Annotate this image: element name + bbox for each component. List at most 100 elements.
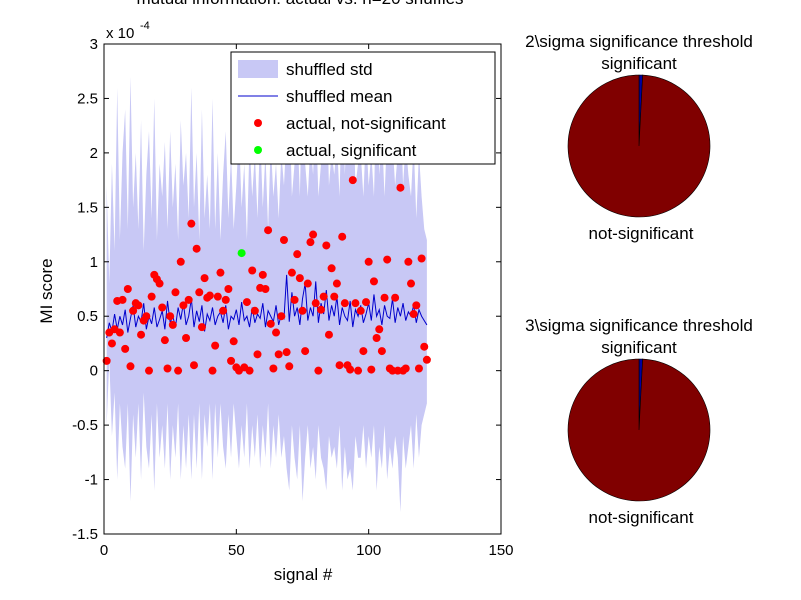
pie-chart-3sigma: 3\sigma significance threshold significa… — [525, 316, 753, 527]
point-not-significant — [287, 268, 296, 277]
point-not-significant — [216, 268, 225, 277]
point-not-significant — [322, 241, 331, 250]
point-not-significant — [126, 362, 135, 371]
point-not-significant — [372, 334, 381, 342]
point-not-significant — [317, 305, 326, 314]
point-not-significant — [396, 183, 405, 192]
point-not-significant — [264, 226, 273, 235]
x-tick-label: 100 — [356, 542, 381, 559]
point-not-significant — [163, 364, 172, 373]
point-not-significant — [356, 306, 365, 315]
legend-label-mean: shuffled mean — [286, 87, 392, 106]
x-tick-label: 0 — [100, 542, 108, 559]
point-not-significant — [420, 342, 429, 351]
point-not-significant — [166, 312, 175, 321]
legend-label-significant: actual, significant — [286, 141, 417, 160]
y-tick-label: 0 — [90, 363, 98, 380]
plot-frame — [103, 43, 502, 535]
main-chart-title: mutual information: actual vs. n=20 shuf… — [136, 0, 463, 8]
y-tick-label: 2 — [90, 145, 98, 162]
point-not-significant — [115, 328, 124, 337]
point-not-significant — [377, 347, 386, 356]
point-not-significant — [242, 298, 251, 307]
point-not-significant — [129, 306, 138, 315]
legend-swatch-not-significant — [254, 119, 262, 127]
point-not-significant — [364, 257, 373, 266]
point-not-significant — [324, 330, 333, 339]
point-not-significant — [200, 274, 209, 283]
pie-slice-not-significant — [567, 74, 711, 218]
y-exponent-power: -4 — [140, 20, 150, 32]
y-tick-label: -1 — [85, 472, 98, 489]
point-not-significant — [282, 348, 291, 357]
point-not-significant — [375, 325, 384, 334]
y-tick-label: 2.5 — [77, 90, 98, 107]
point-not-significant — [404, 257, 413, 266]
point-not-significant — [311, 299, 320, 308]
point-not-significant — [346, 365, 355, 374]
pie2-title: 3\sigma significance threshold — [525, 316, 753, 335]
point-not-significant — [182, 334, 191, 342]
point-not-significant — [253, 350, 262, 359]
point-not-significant — [351, 299, 360, 308]
point-not-significant — [332, 279, 341, 288]
point-not-significant — [174, 366, 183, 375]
point-not-significant — [168, 320, 177, 329]
point-not-significant — [412, 301, 421, 310]
pie-slice-not-significant — [567, 358, 711, 502]
x-tick-label: 50 — [228, 542, 245, 559]
point-not-significant — [102, 356, 111, 365]
x-tick-label: 150 — [488, 542, 513, 559]
point-not-significant — [274, 350, 283, 359]
y-axis-label: MI score — [37, 258, 56, 323]
point-not-significant — [359, 347, 368, 356]
point-not-significant — [208, 366, 217, 375]
y-axis-ticks: -1.5 -1 -0.5 0 0.5 1 1.5 2 2.5 3 — [72, 36, 501, 543]
point-not-significant — [187, 219, 196, 228]
pie1-label-significant: significant — [601, 54, 677, 73]
point-not-significant — [213, 292, 222, 301]
point-not-significant — [380, 293, 389, 302]
point-not-significant — [319, 292, 328, 301]
point-not-significant — [367, 365, 376, 374]
point-not-significant — [144, 366, 153, 375]
point-not-significant — [184, 295, 193, 304]
pie1-title: 2\sigma significance threshold — [525, 32, 753, 51]
point-not-significant — [227, 356, 236, 365]
point-not-significant — [348, 176, 357, 185]
point-not-significant — [314, 366, 323, 375]
y-tick-label: -0.5 — [72, 417, 98, 434]
point-not-significant — [137, 330, 146, 339]
significant-points — [237, 249, 246, 258]
point-not-significant — [414, 364, 423, 373]
point-not-significant — [327, 264, 336, 273]
legend-label-not-significant: actual, not-significant — [286, 114, 446, 133]
point-not-significant — [293, 250, 302, 259]
point-not-significant — [250, 306, 259, 315]
legend: shuffled std shuffled mean actual, not-s… — [230, 51, 496, 165]
point-not-significant — [340, 299, 349, 308]
point-not-significant — [195, 288, 204, 297]
point-not-significant — [245, 366, 254, 375]
point-not-significant — [261, 285, 270, 293]
y-tick-label: 0.5 — [77, 308, 98, 325]
point-not-significant — [417, 254, 426, 263]
point-not-significant — [422, 355, 431, 364]
legend-swatch-std — [238, 60, 278, 78]
point-not-significant — [269, 364, 278, 373]
point-not-significant — [192, 244, 201, 253]
point-not-significant — [266, 319, 275, 328]
pie1-label-not-significant: not-significant — [589, 224, 694, 243]
point-not-significant — [362, 298, 371, 307]
point-not-significant — [211, 341, 220, 350]
point-not-significant — [171, 288, 180, 297]
point-not-significant — [219, 306, 228, 315]
point-not-significant — [107, 339, 116, 348]
point-not-significant — [290, 295, 299, 304]
point-not-significant — [248, 266, 257, 275]
point-not-significant — [229, 337, 238, 346]
point-not-significant — [285, 362, 294, 371]
legend-label-std: shuffled std — [286, 60, 373, 79]
point-not-significant — [134, 301, 143, 310]
